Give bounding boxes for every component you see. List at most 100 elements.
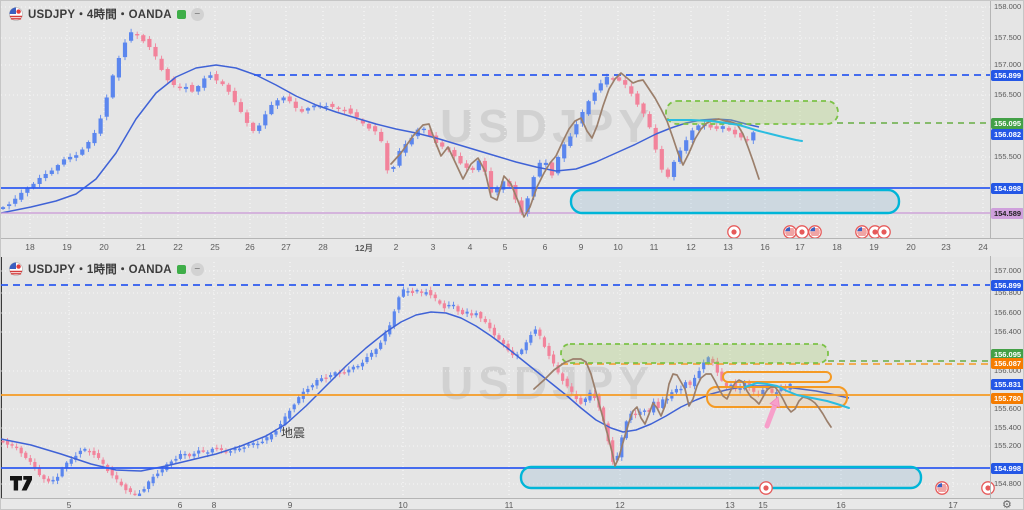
- tradingview-logo[interactable]: [9, 475, 33, 498]
- candle: [542, 337, 547, 347]
- candle: [497, 335, 501, 340]
- candle: [488, 322, 492, 329]
- event-dot-icon[interactable]: [877, 225, 891, 239]
- symbol-title-1h[interactable]: USDJPY・1時間・OANDA: [28, 264, 172, 276]
- candle: [671, 161, 677, 177]
- time-axis-tick: 17: [795, 242, 805, 252]
- time-axis-4h[interactable]: [1, 238, 1023, 257]
- event-dot-icon[interactable]: [727, 225, 741, 239]
- candle: [452, 149, 457, 157]
- candle: [647, 114, 652, 128]
- market-open-status-icon: [176, 264, 186, 274]
- price-label-chip: 154.589: [991, 207, 1023, 219]
- candle: [25, 188, 30, 193]
- moving-average-line[interactable]: [1, 64, 760, 214]
- candle: [208, 75, 213, 78]
- candle: [679, 388, 683, 391]
- candle: [635, 93, 640, 105]
- time-axis-tick: 25: [210, 242, 220, 252]
- axis-settings-gear-icon[interactable]: ⚙: [1002, 499, 1012, 510]
- legend-collapse-button[interactable]: –: [190, 262, 204, 276]
- chart-pane-usdjpy-1h[interactable]: USDJPY USDJPY・1時間・OANDA – 地震 ⚙: [1, 256, 1024, 510]
- candle: [697, 370, 701, 378]
- candle: [37, 467, 41, 476]
- price-chart-canvas-1h[interactable]: [1, 256, 1024, 510]
- freehand-cyan-path[interactable]: [667, 119, 803, 142]
- candle: [751, 132, 756, 141]
- watermark-symbol: USDJPY: [439, 357, 655, 409]
- candle: [420, 291, 424, 293]
- time-axis-tick: 21: [136, 242, 146, 252]
- time-axis-tick: 6: [542, 242, 548, 252]
- candle: [674, 388, 678, 393]
- candle: [604, 76, 609, 85]
- price-axis-1h[interactable]: [990, 256, 1023, 509]
- candle: [315, 379, 319, 386]
- us-flag-event-icon[interactable]: [935, 481, 949, 495]
- time-axis-tick: 22: [173, 242, 183, 252]
- candle: [606, 423, 610, 442]
- time-axis-tick: 11: [649, 242, 659, 252]
- candle: [293, 101, 298, 108]
- drawn-zone-box[interactable]: [560, 343, 829, 364]
- drawn-zone-box[interactable]: [722, 371, 832, 383]
- candle: [641, 103, 646, 114]
- economic-event-icons[interactable]: [727, 225, 891, 239]
- candle: [147, 38, 152, 48]
- drawn-zone-box[interactable]: [519, 465, 923, 490]
- candle: [196, 86, 201, 92]
- us-flag-event-icon[interactable]: [808, 225, 822, 239]
- price-axis-4h[interactable]: [990, 1, 1023, 256]
- candle: [110, 468, 114, 476]
- candle: [260, 441, 264, 444]
- candle: [533, 329, 537, 334]
- candle: [156, 473, 160, 477]
- chart-legend-1h[interactable]: USDJPY・1時間・OANDA –: [9, 261, 204, 277]
- candle: [690, 130, 695, 140]
- candle: [574, 394, 578, 399]
- candle: [447, 304, 451, 307]
- text-annotation-earthquake[interactable]: 地震: [281, 426, 306, 440]
- candle: [711, 358, 715, 363]
- freehand-cyan-path[interactable]: [744, 382, 850, 409]
- chart-pane-usdjpy-4h[interactable]: USDJPY USDJPY・4時間・OANDA – 158.000 157.500…: [1, 1, 1024, 257]
- us-flag-event-icon[interactable]: [783, 225, 797, 239]
- legend-collapse-button[interactable]: –: [190, 7, 204, 21]
- candle: [495, 188, 500, 193]
- candle: [549, 162, 555, 176]
- candle: [19, 192, 24, 200]
- us-flag-event-icon[interactable]: [855, 225, 869, 239]
- candle: [165, 69, 170, 81]
- time-axis-tick: 5: [502, 242, 508, 252]
- candle: [642, 410, 647, 412]
- pink-arrow-annotation[interactable]: [764, 396, 780, 429]
- price-chart-canvas-4h[interactable]: [1, 1, 1024, 256]
- symbol-title-4h[interactable]: USDJPY・4時間・OANDA: [28, 9, 172, 21]
- candle: [561, 373, 565, 381]
- event-dot-icon[interactable]: [981, 481, 995, 495]
- drawn-zone-box[interactable]: [665, 100, 839, 125]
- candle: [74, 155, 79, 158]
- freehand-brown-path[interactable]: [390, 72, 760, 218]
- candle: [201, 450, 205, 452]
- candle: [580, 111, 585, 124]
- candle: [65, 462, 69, 469]
- candle: [244, 112, 250, 123]
- candle: [579, 397, 583, 404]
- candle: [683, 382, 688, 389]
- economic-event-icons[interactable]: [759, 481, 995, 495]
- drawn-zone-box[interactable]: [569, 188, 901, 215]
- chart-legend-4h[interactable]: USDJPY・4時間・OANDA –: [9, 6, 204, 22]
- time-axis-1h[interactable]: [1, 498, 1023, 509]
- candlestick-series[interactable]: [1, 286, 792, 497]
- freehand-brown-path[interactable]: [533, 358, 832, 467]
- candle: [403, 144, 408, 153]
- event-dot-icon[interactable]: [759, 481, 773, 495]
- candle: [135, 34, 140, 36]
- event-dot-icon[interactable]: [795, 225, 809, 239]
- time-axis-tick: 19: [869, 242, 879, 252]
- candlestick-series[interactable]: [1, 28, 756, 217]
- candle: [538, 329, 542, 336]
- moving-average-line[interactable]: [1, 311, 850, 472]
- candle: [525, 198, 530, 215]
